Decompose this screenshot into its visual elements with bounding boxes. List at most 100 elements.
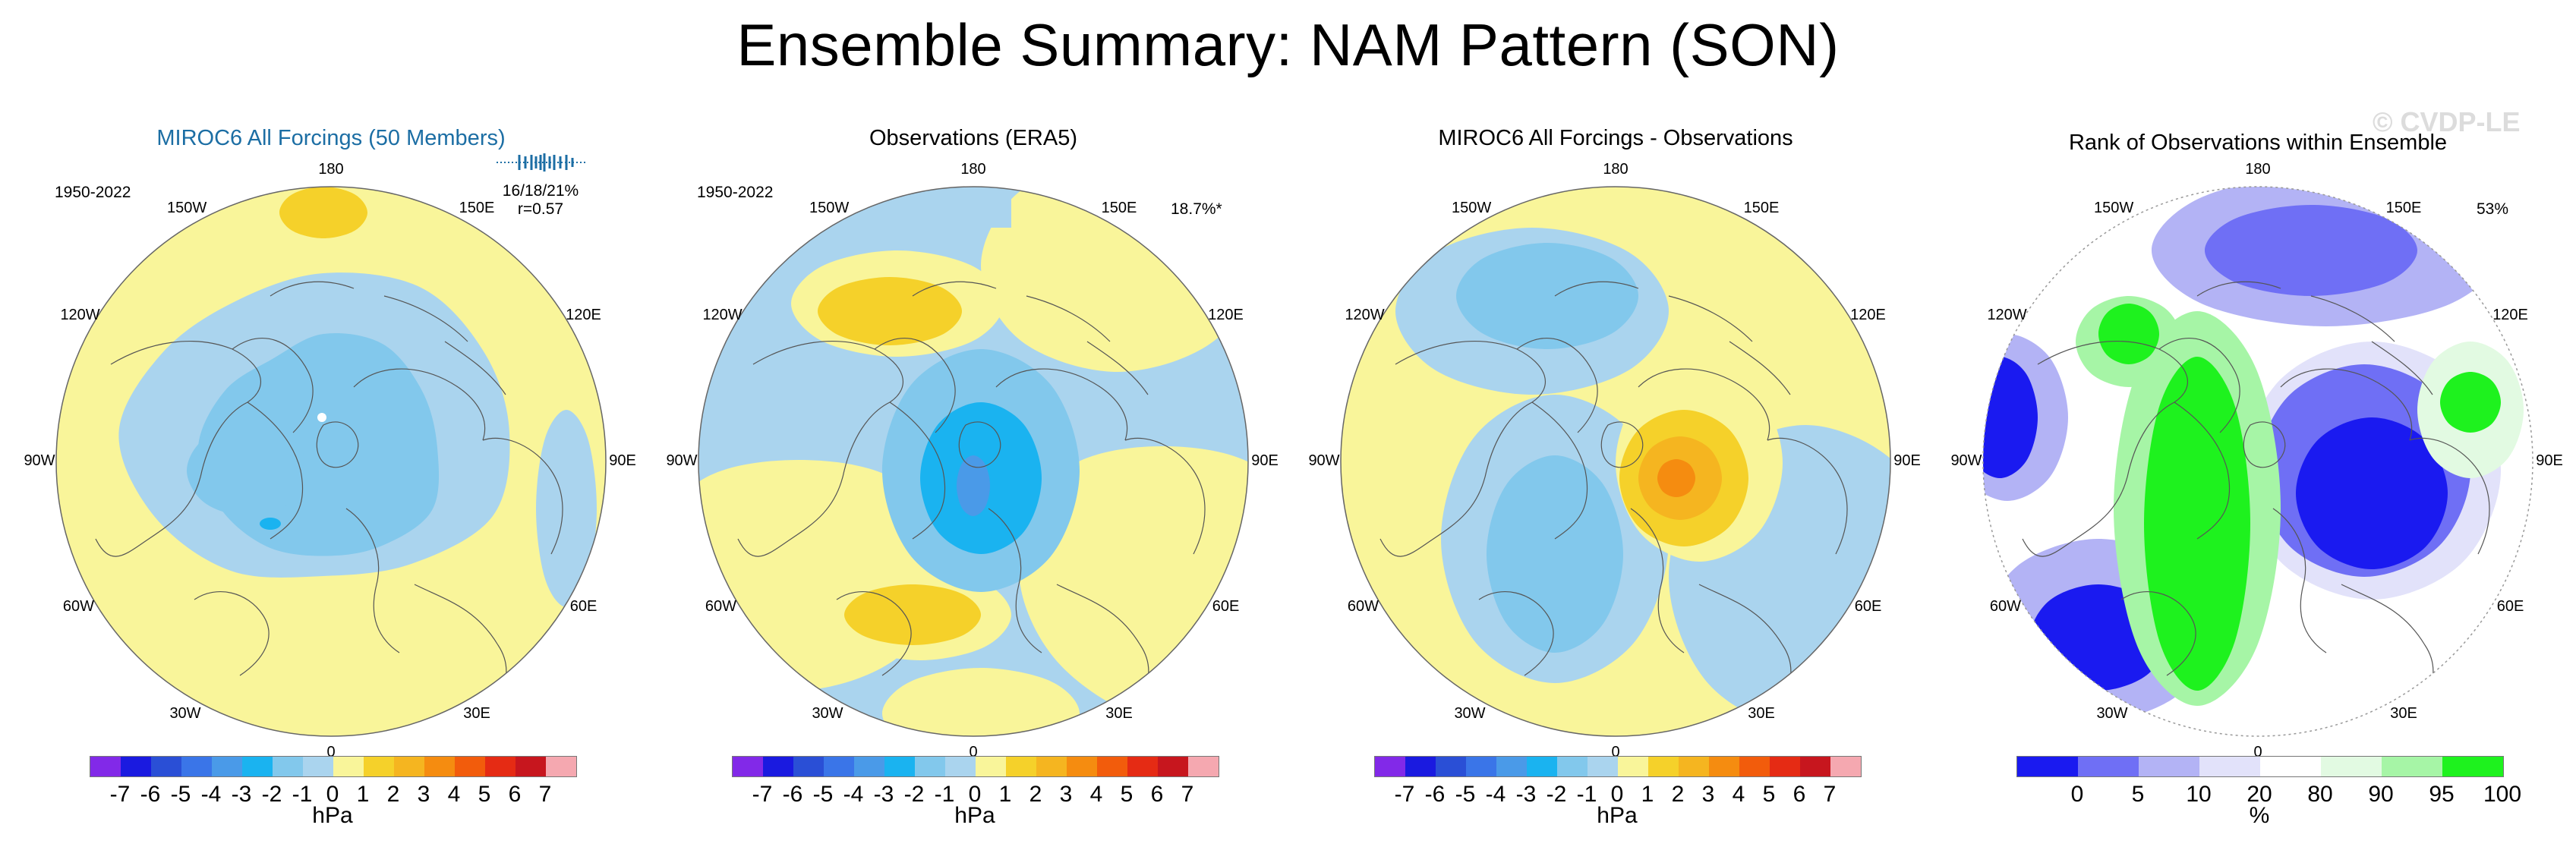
- colorbar-tick-label: -2: [261, 782, 282, 807]
- colorbar-tick-label: -7: [109, 782, 131, 807]
- rank-region: [2296, 417, 2448, 569]
- colorbar-swatch: [945, 757, 976, 776]
- polar-map: [55, 186, 607, 737]
- colorbar-tick-label: 5: [478, 782, 491, 807]
- colorbar-swatch: [1067, 757, 1097, 776]
- colorbar-swatch: [1557, 757, 1588, 776]
- coastline: [737, 340, 903, 557]
- coastline: [482, 437, 563, 555]
- colorbar-tick-label: -4: [1485, 782, 1506, 807]
- contour-positive: [1657, 459, 1695, 497]
- coastline: [1379, 340, 1546, 557]
- coastline: [1086, 341, 1149, 395]
- colorbar-tick-label: -5: [812, 782, 834, 807]
- coastline: [2371, 341, 2433, 395]
- colorbar-tick-label: 4: [1732, 782, 1745, 807]
- colorbar-tick-label: 4: [1089, 782, 1103, 807]
- colorbar-unit-label: %: [2249, 803, 2270, 828]
- coastline: [2280, 368, 2413, 441]
- panel-title: Observations (ERA5): [869, 126, 1077, 150]
- polar-map: [1340, 186, 1891, 737]
- colorbar-swatch: [455, 757, 485, 776]
- colorbar-swatch: [2260, 757, 2321, 776]
- coastline: [1124, 437, 1206, 555]
- coastline: [988, 508, 1042, 653]
- longitude-label: 60W: [1989, 598, 2021, 615]
- colorbar-unit-label: hPa: [1597, 803, 1638, 828]
- longitude-label: 120E: [566, 307, 601, 323]
- contour-negative: [1456, 243, 1638, 349]
- colorbar-swatch: [1405, 757, 1436, 776]
- colorbar-swatch: [242, 757, 273, 776]
- colorbar-swatch: [1375, 757, 1405, 776]
- longitude-label: 120W: [1987, 307, 2027, 323]
- longitude-label: 60E: [1854, 598, 1882, 615]
- coastline: [353, 368, 486, 441]
- longitude-label: 180: [1603, 161, 1629, 178]
- colorbar-swatch: [303, 757, 333, 776]
- colorbar-swatch: [516, 757, 546, 776]
- longitude-label: 60W: [705, 598, 736, 615]
- colorbar-tick-label: 0: [968, 782, 982, 807]
- colorbar-tick-label: 3: [1701, 782, 1715, 807]
- colorbar-swatch: [2017, 757, 2078, 776]
- colorbar-tick-label: 2: [1029, 782, 1042, 807]
- colorbar-swatch: [976, 757, 1006, 776]
- colorbar-swatch: [1527, 757, 1557, 776]
- variance-explained: 18.7%*: [1171, 200, 1222, 218]
- colorbar-tick-label: -2: [1546, 782, 1567, 807]
- colorbar-swatch: [1006, 757, 1036, 776]
- longitude-label: 90E: [609, 452, 636, 469]
- coastline: [1554, 281, 1639, 297]
- longitude-label: 30W: [812, 704, 843, 722]
- longitude-label: 150W: [2094, 200, 2134, 217]
- colorbar-tick-label: 1: [356, 782, 370, 807]
- colorbar-tick-label: 6: [1792, 782, 1806, 807]
- colorbar-swatch: [485, 757, 516, 776]
- coastline: [1478, 591, 1554, 676]
- colorbar-tick-label: -4: [200, 782, 222, 807]
- colorbar-tick-label: 100: [2483, 782, 2522, 807]
- longitude-label: 30W: [2096, 704, 2128, 722]
- longitude-label: 30E: [1105, 704, 1133, 722]
- colorbar-swatch: [1036, 757, 1067, 776]
- rank-percent: 53%: [2477, 200, 2509, 218]
- colorbar-unit-label: hPa: [954, 803, 995, 828]
- longitude-label: 90E: [1251, 452, 1279, 469]
- longitude-label: 60E: [1212, 598, 1240, 615]
- longitude-label: 60W: [62, 598, 94, 615]
- longitude-label: 150E: [459, 200, 495, 217]
- contour-negative: [957, 455, 990, 516]
- colorbar-swatch: [424, 757, 455, 776]
- colorbar-swatch: [1709, 757, 1739, 776]
- colorbar-tick-label: 1: [998, 782, 1012, 807]
- colorbar-tick-label: 0: [1610, 782, 1624, 807]
- rank-region: [2144, 357, 2250, 691]
- colorbar-swatch: [1496, 757, 1527, 776]
- colorbar: [2016, 756, 2504, 777]
- longitude-label: 30E: [2390, 704, 2417, 722]
- longitude-label: 120W: [1345, 307, 1385, 323]
- colorbar-tick-label: 10: [2186, 782, 2212, 807]
- colorbar: [1374, 756, 1862, 777]
- longitude-label: 30W: [169, 704, 201, 722]
- coastline: [874, 337, 956, 433]
- colorbar-swatch: [181, 757, 212, 776]
- colorbar-tick-label: -6: [140, 782, 161, 807]
- contour-negative: [187, 425, 308, 516]
- coastline: [316, 421, 359, 468]
- colorbar-tick-label: -7: [752, 782, 773, 807]
- colorbar-tick-label: 7: [538, 782, 552, 807]
- panel-title: Rank of Observations within Ensemble: [2068, 131, 2448, 155]
- colorbar-swatch: [824, 757, 854, 776]
- longitude-label: 60E: [569, 598, 597, 615]
- contour-positive: [279, 187, 367, 238]
- coastline: [1630, 508, 1685, 653]
- period-label: 1950-2022: [697, 184, 774, 201]
- field-layer: [95, 187, 597, 714]
- colorbar-swatch: [1770, 757, 1800, 776]
- panel-rank: Rank of Observations within Ensemble 53%…: [1947, 114, 2569, 842]
- coastline: [1729, 341, 1791, 395]
- rank-region: [2098, 304, 2159, 364]
- coastline: [1026, 295, 1111, 342]
